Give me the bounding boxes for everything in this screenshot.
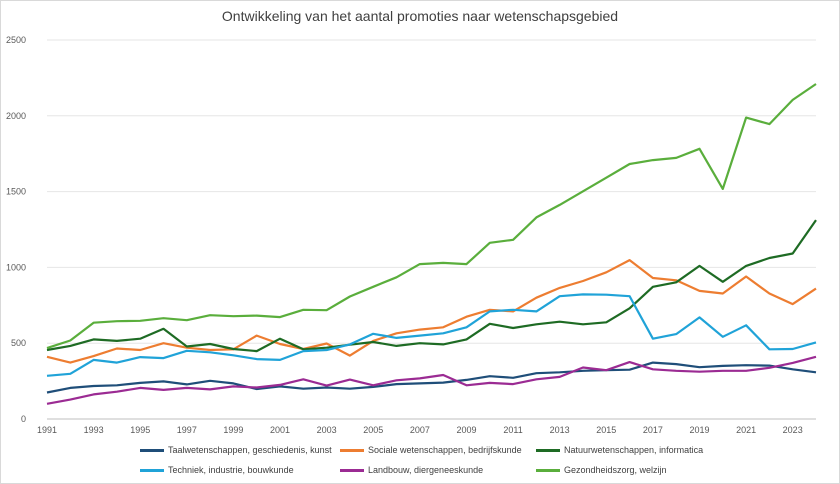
series-line-5	[46, 355, 817, 405]
legend-item: Taalwetenschappen, geschiedenis, kunst	[140, 445, 332, 455]
x-axis-tick-labels: 1991 1993 1995 1997 1999 2001 2003 2005 2007 2009…	[37, 425, 803, 435]
y-tick-label: 1500	[6, 187, 26, 197]
x-tick-label: 2015	[596, 425, 616, 435]
series-line-3	[46, 219, 817, 353]
x-tick-label: 2019	[689, 425, 709, 435]
x-tick-label: 1991	[37, 425, 57, 435]
legend-label: Techniek, industrie, bouwkunde	[168, 465, 294, 475]
y-axis-tick-labels: 0 500 1000 1500 2000 2500	[6, 35, 26, 424]
legend-swatch	[340, 448, 364, 452]
legend-item: Landbouw, diergeneeskunde	[340, 465, 483, 475]
legend-swatch	[140, 468, 164, 472]
series-lines	[46, 83, 817, 405]
x-tick-label: 1999	[223, 425, 243, 435]
y-tick-label: 1000	[6, 262, 26, 272]
x-tick-label: 1995	[130, 425, 150, 435]
series-line-6	[46, 83, 817, 350]
legend-label: Natuurwetenschappen, informatica	[564, 445, 704, 455]
series-line-1	[46, 361, 817, 394]
x-tick-label: 2023	[783, 425, 803, 435]
x-tick-label: 1997	[177, 425, 197, 435]
chart-title: Ontwikkeling van het aantal promoties na…	[221, 8, 619, 24]
series-line-4	[46, 293, 817, 377]
legend-label: Sociale wetenschappen, bedrijfskunde	[368, 445, 522, 455]
x-tick-label: 2011	[503, 425, 522, 435]
legend-label: Gezondheidszorg, welzijn	[564, 465, 667, 475]
y-tick-label: 2500	[6, 35, 26, 45]
y-tick-label: 0	[21, 414, 26, 424]
legend-label: Landbouw, diergeneeskunde	[368, 465, 484, 475]
y-tick-label: 500	[11, 338, 26, 348]
x-tick-label: 2003	[317, 425, 337, 435]
x-tick-label: 2009	[456, 425, 476, 435]
legend-label: Taalwetenschappen, geschiedenis, kunst	[168, 445, 332, 455]
x-tick-label: 2007	[410, 425, 430, 435]
legend-item: Techniek, industrie, bouwkunde	[140, 465, 294, 475]
x-tick-label: 2001	[270, 425, 290, 435]
legend-swatch	[536, 468, 560, 472]
x-tick-label: 2005	[363, 425, 383, 435]
legend-item: Sociale wetenschappen, bedrijfskunde	[340, 445, 522, 455]
series-line-2	[46, 259, 817, 364]
gridlines	[47, 39, 816, 420]
legend-swatch	[340, 468, 364, 472]
legend-swatch	[536, 448, 560, 452]
x-tick-label: 2013	[550, 425, 570, 435]
y-tick-label: 2000	[6, 111, 26, 121]
x-tick-label: 2017	[643, 425, 663, 435]
x-tick-label: 2021	[736, 425, 756, 435]
x-tick-label: 1993	[84, 425, 104, 435]
legend-swatch	[140, 448, 164, 452]
legend-item: Gezondheidszorg, welzijn	[536, 465, 667, 475]
legend-item: Natuurwetenschappen, informatica	[536, 445, 703, 455]
